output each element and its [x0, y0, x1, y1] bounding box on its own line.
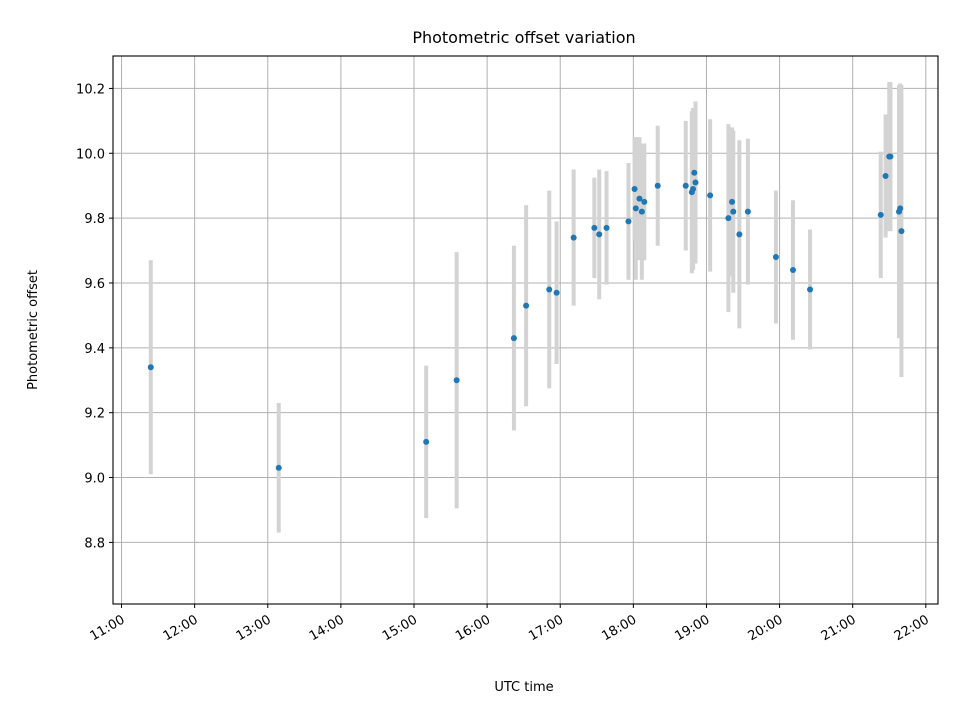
data-point	[736, 231, 743, 238]
data-point	[423, 438, 430, 445]
y-tick-label: 10.0	[76, 147, 105, 162]
data-point	[641, 198, 648, 205]
data-point	[147, 364, 154, 371]
data-point	[275, 464, 282, 471]
data-point	[638, 208, 645, 215]
data-point	[807, 286, 814, 293]
data-point	[897, 205, 904, 212]
x-tick-label: 18:00	[599, 612, 639, 644]
x-tick-label: 15:00	[380, 612, 420, 644]
y-tick-label: 8.8	[84, 536, 105, 551]
y-tick-label: 9.8	[84, 212, 105, 227]
x-tick-label: 19:00	[673, 612, 713, 644]
data-point	[887, 153, 894, 160]
data-point	[691, 169, 698, 176]
data-point	[707, 192, 714, 199]
data-point	[632, 205, 639, 212]
data-point	[882, 172, 889, 179]
x-tick-label: 16:00	[453, 612, 493, 644]
data-point	[546, 286, 553, 293]
data-point	[510, 335, 517, 342]
x-axis-label: UTC time	[494, 680, 553, 695]
data-point	[636, 195, 643, 202]
data-point	[729, 198, 736, 205]
data-point	[898, 228, 905, 235]
y-tick-label: 9.4	[84, 342, 105, 357]
data-point	[789, 267, 796, 274]
y-axis-label: Photometric offset	[26, 270, 41, 390]
x-tick-label: 22:00	[892, 612, 932, 644]
x-tick-label: 17:00	[526, 612, 566, 644]
plot-frame	[112, 55, 939, 605]
x-tick-label: 13:00	[234, 612, 274, 644]
data-point	[682, 182, 689, 189]
data-point	[877, 211, 884, 218]
data-point	[523, 302, 530, 309]
x-tick-label: 21:00	[819, 612, 859, 644]
data-point	[690, 185, 697, 192]
data-point	[730, 208, 737, 215]
data-point	[631, 185, 638, 192]
data-point	[725, 215, 732, 222]
data-point	[603, 224, 610, 231]
data-point	[596, 231, 603, 238]
x-tick-label: 14:00	[307, 612, 347, 644]
data-point	[654, 182, 661, 189]
tick-layer: 11:00 12:00 13:00 14:00 15:00 16:00 17:00 18:00…	[76, 82, 932, 644]
data-point	[772, 254, 779, 261]
x-tick-label: 20:00	[746, 612, 786, 644]
chart-title: Photometric offset variation	[412, 28, 635, 47]
y-tick-label: 10.2	[76, 82, 105, 97]
data-point	[453, 377, 460, 384]
x-tick-label: 12:00	[161, 612, 201, 644]
y-tick-label: 9.2	[84, 407, 105, 422]
y-tick-label: 9.6	[84, 277, 105, 292]
data-point	[570, 234, 577, 241]
y-tick-label: 9.0	[84, 472, 105, 487]
data-point	[553, 289, 560, 296]
data-point	[625, 218, 632, 225]
data-point	[744, 208, 751, 215]
data-point	[591, 224, 598, 231]
point-layer	[147, 153, 905, 471]
data-point	[692, 179, 699, 186]
x-tick-label: 11:00	[88, 612, 128, 644]
